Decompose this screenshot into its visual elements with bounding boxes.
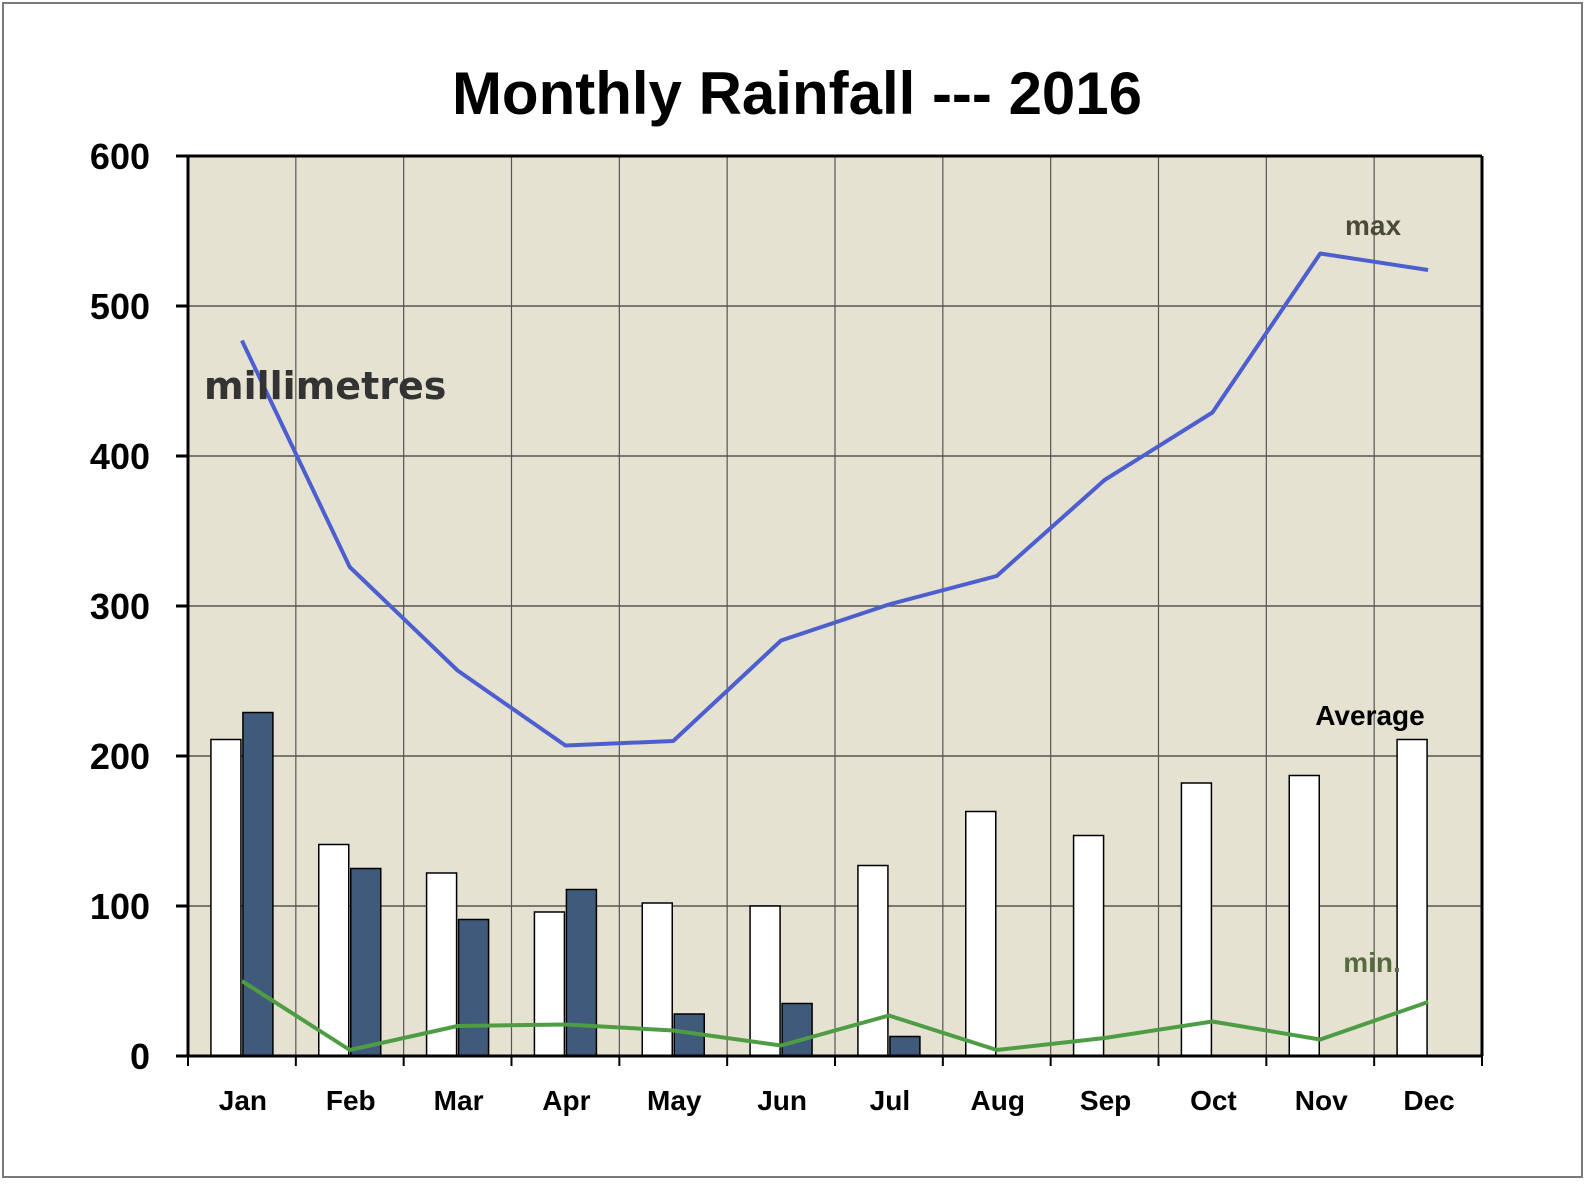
average-series-label: Average bbox=[1315, 700, 1424, 731]
average-bar bbox=[1072, 834, 1105, 1057]
y-tick-label: 100 bbox=[90, 886, 150, 927]
x-tick-label: Dec bbox=[1403, 1085, 1454, 1116]
x-tick-label: Sep bbox=[1080, 1085, 1131, 1116]
average-bar bbox=[318, 843, 350, 1057]
y-tick-label: 200 bbox=[90, 736, 150, 777]
x-tick-label: Feb bbox=[326, 1085, 376, 1116]
x-tick-label: Oct bbox=[1190, 1085, 1237, 1116]
rainfall-2016-bar bbox=[242, 711, 274, 1057]
y-tick-label: 600 bbox=[90, 136, 150, 177]
min-line bbox=[240, 979, 1429, 1052]
rainfall-2016-bar bbox=[565, 888, 598, 1057]
y-tick-label: 400 bbox=[90, 436, 150, 477]
x-tick-label: Nov bbox=[1295, 1085, 1348, 1116]
rainfall-chart: 0 100 200 300 400 500 600 Jan Feb Mar Apr May Jun Jul… bbox=[90, 60, 1484, 1116]
average-bar bbox=[965, 810, 997, 1057]
average-bar bbox=[1180, 782, 1213, 1057]
rainfall-2016-bar bbox=[781, 1002, 813, 1057]
chart-title: Monthly Rainfall --- 2016 bbox=[452, 60, 1142, 127]
y-tick-label: 0 bbox=[130, 1036, 150, 1077]
x-tick-label: Mar bbox=[434, 1085, 484, 1116]
rainfall-2016-bar bbox=[889, 1035, 921, 1057]
rainfall-2016-bar bbox=[457, 918, 490, 1057]
x-tick-label: Jan bbox=[219, 1085, 267, 1116]
x-tick-label: May bbox=[647, 1085, 702, 1116]
x-tick-label: Apr bbox=[542, 1085, 590, 1116]
y-tick-label: 300 bbox=[90, 586, 150, 627]
average-bar bbox=[641, 902, 673, 1057]
min-series-label: min. bbox=[1343, 947, 1401, 978]
unit-label: millimetres bbox=[204, 364, 446, 408]
max-series-label: max bbox=[1345, 210, 1401, 241]
max-line bbox=[240, 251, 1429, 748]
x-tick-label: Aug bbox=[971, 1085, 1025, 1116]
rainfall-2016-bar bbox=[350, 867, 382, 1057]
average-bar bbox=[857, 864, 889, 1057]
average-bar bbox=[533, 911, 566, 1057]
average-bar bbox=[1288, 774, 1320, 1057]
average-bar bbox=[210, 738, 242, 1057]
y-tick-label: 500 bbox=[90, 286, 150, 327]
average-bar bbox=[749, 905, 781, 1057]
x-tick-label: Jun bbox=[757, 1085, 807, 1116]
x-tick-label: Jul bbox=[870, 1085, 910, 1116]
